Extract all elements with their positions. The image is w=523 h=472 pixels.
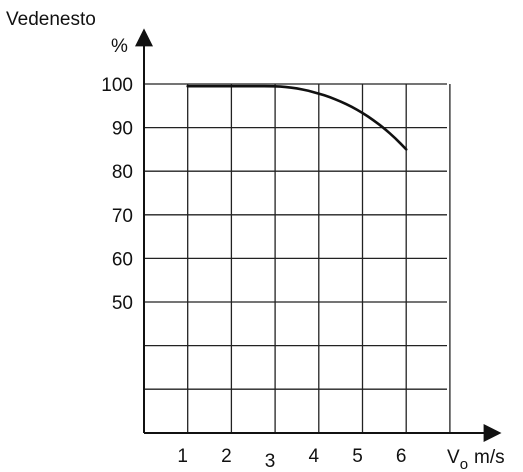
x-axis-title-subscript: o xyxy=(460,456,468,472)
x-tick-label: 2 xyxy=(221,446,232,467)
y-tick-labels: 50 60 70 80 90 100 xyxy=(101,75,133,314)
y-tick-label: 60 xyxy=(112,249,133,270)
x-axis-title: Vo m/s xyxy=(447,447,505,472)
x-tick-labels: 1 2 3 4 5 6 xyxy=(177,446,406,472)
y-tick-label: 70 xyxy=(112,206,133,227)
x-tick-label: 6 xyxy=(396,446,407,467)
x-axis-title-unit: m/s xyxy=(474,447,505,468)
y-axis-unit: % xyxy=(111,36,128,57)
x-tick-label: 4 xyxy=(309,446,320,467)
x-tick-label: 1 xyxy=(177,446,188,467)
x-tick-label: 5 xyxy=(352,446,363,467)
y-axis-title: Vedenesto xyxy=(6,9,96,30)
series-layer xyxy=(186,84,408,151)
y-tick-label: 100 xyxy=(101,75,133,96)
y-tick-label: 50 xyxy=(112,293,133,314)
y-tick-label: 90 xyxy=(112,119,133,140)
x-axis-title-main: V xyxy=(447,447,460,468)
y-tick-label: 80 xyxy=(112,162,133,183)
grid xyxy=(144,83,451,434)
series-line xyxy=(186,84,408,151)
x-tick-label: 3 xyxy=(265,451,276,472)
